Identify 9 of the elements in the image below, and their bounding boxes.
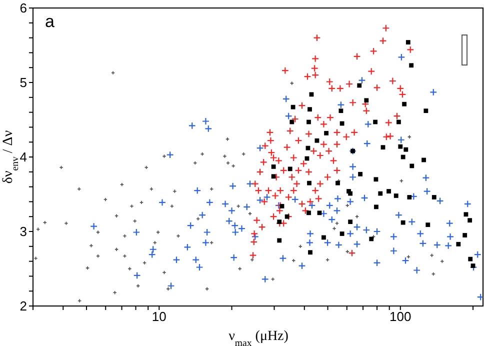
y-tick-label: 2 (20, 298, 27, 314)
y-tick-label: 4 (20, 150, 27, 165)
y-tick-label: 3 (20, 224, 27, 240)
y-tick-label: 6 (20, 0, 27, 16)
x-tick-label: 10 (152, 309, 166, 324)
x-tick-label: 100 (390, 309, 412, 324)
y-tick-label: 5 (20, 75, 27, 90)
annotation: a (45, 12, 55, 31)
x-axis-title: ν$_{max}$ (μHz) (228, 329, 289, 346)
